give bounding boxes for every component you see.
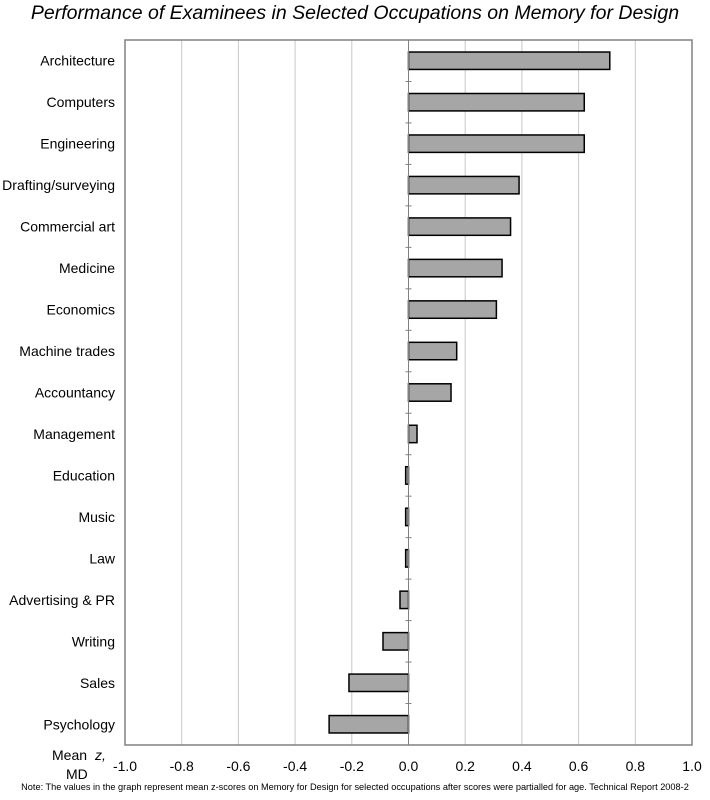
x-axis-labels: -1.0 -0.8 -0.6 -0.4 -0.2 0.0 0.2 0.4 0.6 0.8 1.0 [113, 758, 702, 774]
bar-advertising-pr [399, 590, 410, 610]
bar-machine-trades [407, 341, 458, 361]
bar-sales [348, 673, 410, 693]
bar-medicine [407, 258, 503, 278]
category-label: Advertising & PR [9, 592, 115, 608]
bar-engineering [407, 134, 586, 154]
y-axis-ticks [405, 39, 412, 746]
category-label: Machine trades [19, 343, 115, 359]
bar-management [407, 424, 418, 444]
category-label: Sales [80, 675, 115, 691]
x-tick-label: -0.6 [226, 758, 250, 774]
category-label: Economics [47, 302, 115, 318]
category-label: Architecture [40, 53, 115, 69]
bar-writing [382, 631, 410, 651]
bars [328, 51, 611, 734]
x-tick-label: -1.0 [113, 758, 137, 774]
bar-architecture [407, 51, 611, 71]
bar-computers [407, 92, 586, 112]
x-tick-label: 0.0 [399, 758, 419, 774]
x-tick-label: -0.8 [170, 758, 194, 774]
category-label: Commercial art [20, 219, 115, 235]
category-label: Music [78, 509, 115, 525]
chart-title: Performance of Examinees in Selected Occ… [30, 2, 680, 24]
category-label: Accountancy [35, 385, 115, 401]
category-label: Writing [72, 633, 115, 649]
bar-accountancy [407, 383, 452, 402]
x-tick-label: 1.0 [682, 758, 702, 774]
x-axis-label-md: MD [66, 766, 88, 782]
bar-drafting-surveying [407, 175, 520, 195]
category-label: Law [89, 550, 116, 566]
bar-economics [407, 300, 498, 320]
category-label: Engineering [40, 136, 115, 152]
category-label: Education [53, 467, 115, 483]
x-tick-label: 0.8 [626, 758, 646, 774]
x-tick-label: -0.4 [283, 758, 307, 774]
category-label: Management [33, 426, 115, 442]
x-tick-label: 0.6 [569, 758, 589, 774]
category-label: Drafting/surveying [2, 177, 115, 193]
footnote: Note: The values in the graph represent … [21, 782, 689, 792]
y-axis-labels: Architecture Computers Engineering Drafting… [2, 53, 116, 733]
x-tick-label: 0.2 [455, 758, 475, 774]
bar-commercial-art [407, 217, 512, 237]
x-tick-label: 0.4 [512, 758, 532, 774]
category-label: Medicine [59, 260, 115, 276]
x-tick-label: -0.2 [340, 758, 364, 774]
x-axis-label-mean: Mean [52, 747, 88, 763]
x-axis-label-variable: z, [95, 747, 106, 763]
bar-psychology [328, 714, 410, 734]
category-label: Computers [47, 94, 115, 110]
category-label: Psychology [43, 716, 115, 732]
